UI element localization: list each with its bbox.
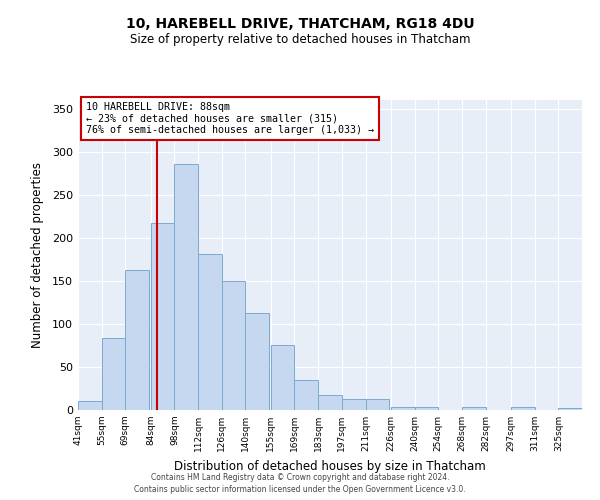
Bar: [151, 223, 175, 410]
Y-axis label: Number of detached properties: Number of detached properties: [31, 162, 44, 348]
Bar: [222, 281, 245, 410]
Text: Contains public sector information licensed under the Open Government Licence v3: Contains public sector information licen…: [134, 485, 466, 494]
Bar: [391, 408, 415, 410]
Bar: [175, 164, 198, 410]
Bar: [559, 408, 582, 410]
Bar: [318, 394, 342, 410]
Bar: [415, 408, 438, 410]
Bar: [198, 254, 222, 410]
X-axis label: Distribution of detached houses by size in Thatcham: Distribution of detached houses by size …: [174, 460, 486, 472]
Bar: [365, 399, 389, 410]
Bar: [342, 399, 365, 410]
Text: Size of property relative to detached houses in Thatcham: Size of property relative to detached ho…: [130, 32, 470, 46]
Bar: [295, 380, 318, 410]
Bar: [245, 312, 269, 410]
Text: 10 HAREBELL DRIVE: 88sqm
← 23% of detached houses are smaller (315)
76% of semi-: 10 HAREBELL DRIVE: 88sqm ← 23% of detach…: [86, 102, 374, 134]
Bar: [78, 402, 101, 410]
Bar: [462, 406, 485, 410]
Bar: [511, 408, 535, 410]
Text: 10, HAREBELL DRIVE, THATCHAM, RG18 4DU: 10, HAREBELL DRIVE, THATCHAM, RG18 4DU: [125, 18, 475, 32]
Text: Contains HM Land Registry data © Crown copyright and database right 2024.: Contains HM Land Registry data © Crown c…: [151, 472, 449, 482]
Bar: [125, 270, 149, 410]
Bar: [271, 346, 295, 410]
Bar: [101, 338, 125, 410]
